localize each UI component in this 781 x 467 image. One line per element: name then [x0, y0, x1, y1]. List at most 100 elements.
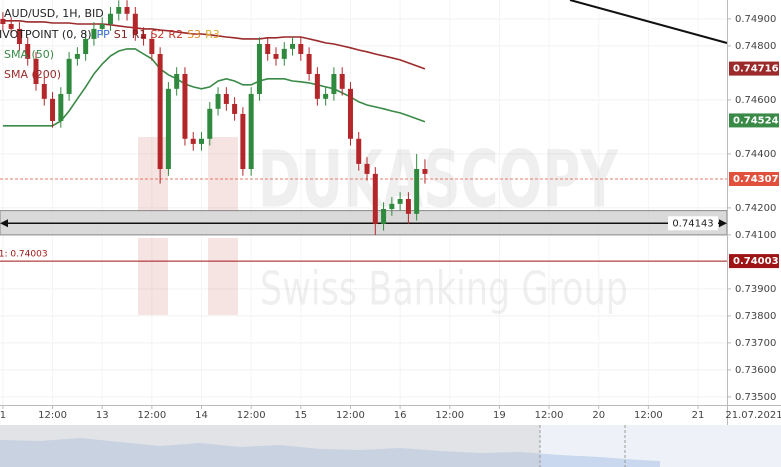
- candle-body: [91, 28, 97, 39]
- candle-body: [265, 44, 271, 54]
- candle-body: [422, 169, 428, 174]
- navigator: [0, 425, 781, 467]
- trend-line-drawing: [569, 0, 728, 44]
- x-tick-label: 16: [394, 410, 407, 421]
- candle-body: [157, 54, 163, 170]
- indicator-legend: IVOTPOINT (0, 8) PP S1 R1 S2 R2 S3 R3: [0, 28, 220, 41]
- legend: AUD/USD, 1H, BID IVOTPOINT (0, 8) PP S1 R1 S…: [0, 7, 220, 81]
- candle-body: [99, 24, 105, 29]
- indicator-item: S2: [150, 28, 164, 41]
- navigator-window[interactable]: [0, 425, 540, 467]
- candle-body: [298, 44, 304, 54]
- instrument-title: AUD/USD, 1H, BID: [4, 7, 104, 20]
- candle-body: [389, 203, 395, 209]
- indicator-name: IVOTPOINT (0, 8): [0, 28, 92, 41]
- x-tick-label: 12:00: [535, 410, 564, 421]
- navigator-area: [0, 438, 660, 467]
- candle-body: [16, 28, 22, 45]
- candle-body: [58, 93, 64, 121]
- indicator-item: R3: [205, 28, 220, 41]
- candle-body: [414, 169, 420, 214]
- y-tick-label: 0.74200: [735, 203, 776, 214]
- x-tick-label: 20: [592, 410, 605, 421]
- y-tick-label: 0.74600: [735, 95, 776, 106]
- candle-body: [190, 138, 196, 144]
- x-tick-label: 12:00: [137, 410, 166, 421]
- x-tick-label: 12:00: [237, 410, 266, 421]
- y-tick-label: 0.73800: [735, 311, 776, 322]
- candle-body: [66, 58, 72, 94]
- candle-body: [331, 73, 337, 94]
- legend-entry: SMA (200): [4, 68, 61, 81]
- price-line-label: S1: 0.74003: [0, 250, 48, 260]
- candle-body: [174, 73, 180, 89]
- x-tick-label: 12:00: [435, 410, 464, 421]
- x-tick-label: 21: [692, 410, 705, 421]
- candle-body: [33, 58, 39, 84]
- candle-body: [223, 93, 229, 104]
- candle-body: [116, 7, 122, 14]
- candle-body: [397, 198, 403, 204]
- candle-body: [339, 73, 345, 89]
- watermark-tagline: Swiss Banking Group: [260, 262, 628, 316]
- y-tick-label: 0.74800: [735, 41, 776, 52]
- price-box-label: 0.74003: [733, 256, 779, 267]
- grid: [0, 0, 727, 405]
- arrow-head: [0, 219, 8, 228]
- sma-line: [2, 48, 426, 127]
- arrow-head: [719, 219, 727, 228]
- candle-body: [281, 48, 287, 59]
- legend-entry: SMA (50): [4, 48, 54, 61]
- x-tick-label: 12:00: [634, 410, 663, 421]
- y-tick-label: 0.73500: [735, 392, 776, 403]
- date-label: 21.07.2021: [725, 410, 781, 421]
- candle-body: [41, 83, 47, 99]
- y-tick-label: 0.74400: [735, 149, 776, 160]
- candle-body: [273, 54, 279, 59]
- candle-body: [256, 44, 262, 94]
- x-tick-label: 13: [96, 410, 109, 421]
- candle-body: [240, 113, 246, 170]
- indicator-item: S1: [114, 28, 128, 41]
- price-box-label: 0.74716: [733, 64, 779, 75]
- candle-body: [149, 38, 155, 54]
- candle-body: [215, 93, 221, 109]
- candle-body: [381, 208, 387, 224]
- price-box: [729, 113, 779, 128]
- y-tick-label: 0.74900: [735, 14, 776, 25]
- axes: 0.74900 0.74800 0.74600 0.74400 0.74200 0.741…: [0, 14, 781, 421]
- level-label-bg: [668, 216, 718, 231]
- x-tick-label: 12:00: [336, 410, 365, 421]
- plot-area: 0.74143 S1: 0.74003: [0, 0, 727, 262]
- x-tick-label: 1: [0, 410, 6, 421]
- indicator-item: R2: [168, 28, 183, 41]
- candle-body: [232, 103, 238, 114]
- candle-body: [50, 98, 56, 121]
- candle-body: [182, 73, 188, 139]
- candle-body: [314, 73, 320, 99]
- candle-body: [141, 34, 147, 39]
- candle-body: [132, 13, 138, 35]
- x-tick-label: 14: [195, 410, 208, 421]
- candle-body: [124, 7, 130, 14]
- y-tick-label: 0.74100: [735, 230, 776, 241]
- price-box: [729, 172, 779, 187]
- sma-line: [2, 20, 426, 70]
- candle-body: [207, 108, 213, 139]
- candle-body: [248, 93, 254, 170]
- y-tick-label: 0.73900: [735, 284, 776, 295]
- candle-body: [364, 163, 370, 174]
- candle-body: [165, 88, 171, 170]
- indicator-item: R1: [132, 28, 147, 41]
- candle-body: [83, 38, 89, 54]
- candle-body: [25, 44, 31, 59]
- candle-body: [405, 198, 411, 214]
- price-box-label: 0.74307: [733, 174, 779, 185]
- price-box-label: 0.74524: [733, 115, 779, 126]
- y-tick-label: 0.73600: [735, 365, 776, 376]
- x-tick-label: 15: [294, 410, 307, 421]
- candle-body: [0, 18, 6, 25]
- candle-body: [347, 88, 353, 139]
- candle-body: [290, 44, 296, 49]
